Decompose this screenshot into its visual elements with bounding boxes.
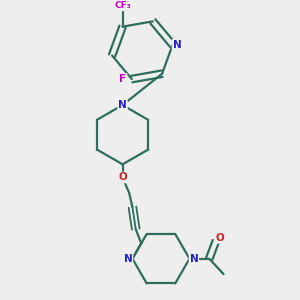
Text: F: F <box>119 74 127 84</box>
Text: N: N <box>118 100 127 110</box>
Text: CF₃: CF₃ <box>114 1 131 10</box>
Text: N: N <box>190 254 198 264</box>
Text: N: N <box>172 40 181 50</box>
Text: N: N <box>124 254 132 264</box>
Text: O: O <box>216 233 225 243</box>
Text: O: O <box>118 172 127 182</box>
